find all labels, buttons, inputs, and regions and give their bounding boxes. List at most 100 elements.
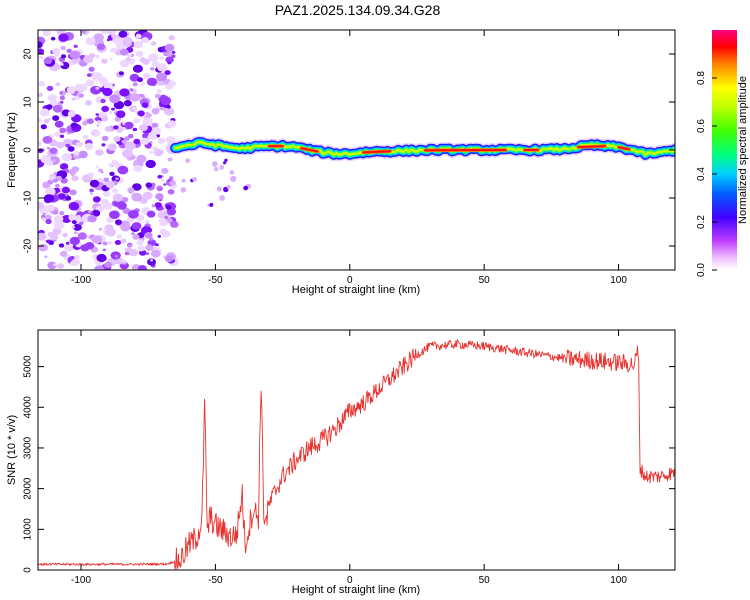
noise-speckle <box>52 158 57 163</box>
noise-speckle <box>76 215 81 219</box>
noise-speckle <box>70 173 75 176</box>
noise-speckle <box>169 180 176 186</box>
noise-speckle <box>98 227 103 231</box>
noise-speckle <box>152 61 160 68</box>
noise-speckle <box>155 243 159 247</box>
noise-speckle <box>120 220 130 229</box>
noise-speckle <box>150 259 154 262</box>
noise-speckle <box>159 56 164 60</box>
spectrogram-x-axis: -100 -50 0 50 100 <box>71 30 627 286</box>
noise-speckle <box>157 137 166 144</box>
x-tick-label: 50 <box>479 575 491 586</box>
noise-speckle <box>106 38 111 42</box>
noise-speckle <box>148 133 158 141</box>
noise-speckle <box>55 82 61 87</box>
noise-speckle <box>75 141 84 148</box>
noise-speckle <box>74 83 85 92</box>
noise-speckle <box>133 118 141 124</box>
noise-speckle <box>147 258 156 266</box>
noise-speckle <box>59 127 67 134</box>
noise-speckle <box>122 207 131 214</box>
noise-speckle <box>94 116 101 122</box>
noise-speckle <box>143 73 147 77</box>
noise-speckle <box>45 187 56 196</box>
noise-speckle <box>68 168 77 175</box>
noise-speckle <box>138 124 148 132</box>
noise-speckle <box>95 149 104 156</box>
noise-speckle <box>155 193 164 200</box>
noise-speckle <box>166 104 171 109</box>
noise-speckle <box>46 85 54 92</box>
noise-speckle <box>101 105 110 112</box>
noise-speckle <box>131 232 135 236</box>
noise-speckle <box>87 172 95 178</box>
noise-speckle <box>159 228 167 235</box>
noise-speckle <box>88 210 92 214</box>
noise-speckle <box>59 134 65 138</box>
noise-speckle <box>40 124 47 130</box>
snr-x-label: Height of straight line (km) <box>292 584 420 596</box>
noise-speckle <box>112 188 119 194</box>
ridge-speckle <box>212 161 218 167</box>
noise-speckle <box>109 58 113 61</box>
noise-speckle <box>120 238 127 244</box>
noise-speckle <box>146 77 158 86</box>
noise-speckle <box>114 240 122 245</box>
noise-speckle <box>121 197 129 203</box>
noise-speckle <box>38 48 45 55</box>
noise-speckle <box>73 223 82 231</box>
noise-speckle <box>112 160 119 166</box>
noise-speckle <box>146 252 150 255</box>
colorbar-gradient <box>712 30 737 270</box>
noise-speckle <box>52 227 62 236</box>
x-tick-label: -50 <box>208 275 223 286</box>
noise-speckle <box>85 81 91 87</box>
noise-speckle <box>65 143 71 148</box>
noise-speckle <box>96 124 100 127</box>
snr-x-axis: -100 -50 0 50 100 <box>71 330 627 586</box>
noise-speckle <box>163 183 167 186</box>
noise-speckle <box>121 259 127 263</box>
noise-speckle <box>122 149 133 158</box>
noise-speckle <box>109 32 113 35</box>
noise-speckle <box>167 61 172 65</box>
ridge-speckle <box>229 170 235 175</box>
noise-speckle <box>38 80 45 87</box>
frequency-ridge <box>168 135 675 207</box>
noise-speckle <box>167 157 173 162</box>
ridge-peak-segment <box>617 146 631 151</box>
noise-speckle <box>58 33 69 42</box>
noise-speckle <box>102 190 111 197</box>
noise-speckle <box>47 179 54 185</box>
noise-speckle <box>135 50 144 58</box>
noise-speckle <box>59 91 63 95</box>
snr-line <box>38 339 675 570</box>
noise-speckle <box>54 172 58 175</box>
noise-speckle <box>69 189 77 196</box>
noise-speckle <box>96 43 106 51</box>
noise-speckle <box>73 231 78 235</box>
noise-speckle <box>41 217 46 222</box>
noise-speckle <box>167 52 173 57</box>
noise-speckle <box>115 219 122 225</box>
noise-speckle <box>156 72 168 82</box>
noise-speckle <box>115 177 119 181</box>
ridge-speckle <box>223 161 227 165</box>
noise-speckle <box>154 202 162 208</box>
noise-speckle <box>127 243 133 248</box>
spectrogram-y-label: Frequency (Hz) <box>6 112 18 188</box>
noise-speckle <box>82 134 89 140</box>
noise-speckle <box>156 186 163 192</box>
ridge-peak-segment <box>362 150 392 154</box>
colorbar: 0.0 0.2 0.4 0.6 0.8 Normalized spectral ampl… <box>696 30 749 277</box>
y-tick-label: 0 <box>23 147 34 153</box>
noise-speckle <box>89 188 94 193</box>
noise-speckle <box>101 143 106 147</box>
snr-panel: -100 -50 0 50 100 0 1000 2000 3000 4000 5000 Heig… <box>6 329 676 596</box>
noise-speckle <box>135 33 142 39</box>
noise-speckle <box>137 77 143 83</box>
y-tick-label: -20 <box>23 238 34 253</box>
noise-speckle <box>71 225 76 229</box>
noise-speckle <box>47 94 58 102</box>
